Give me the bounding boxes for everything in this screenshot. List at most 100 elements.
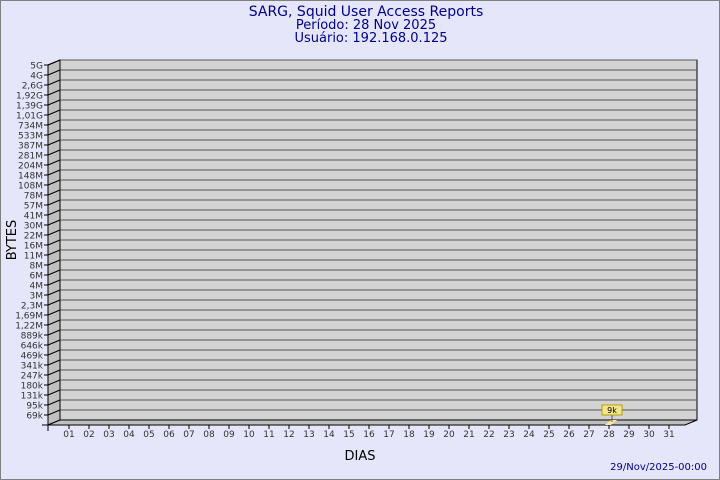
grid-side-line [47, 279, 61, 286]
y-tick-label: 2,6G [22, 82, 43, 92]
x-tick-label: 17 [383, 430, 394, 440]
y-tick-label: 11M [24, 252, 43, 262]
y-tick-label: 469k [21, 352, 44, 362]
grid-side-line [47, 179, 61, 186]
y-tick-label: 180k [21, 382, 44, 392]
y-tick-label: 108M [18, 182, 43, 192]
x-tick-label: 15 [343, 430, 354, 440]
chart-user: Usuário: 192.168.0.125 [294, 31, 447, 46]
y-tick-label: 889k [21, 332, 44, 342]
y-tick-label: 281M [18, 152, 43, 162]
grid-side-line [47, 119, 61, 126]
x-tick-label: 05 [143, 430, 154, 440]
grid-side-line [47, 379, 61, 386]
grid-side-line [47, 359, 61, 366]
grid-side-line [47, 199, 61, 206]
x-tick-label: 07 [183, 430, 194, 440]
grid-side-line [47, 129, 61, 136]
x-tick-label: 02 [83, 430, 94, 440]
y-tick-label: 533M [18, 132, 43, 142]
bar-value-label: 9k [607, 406, 617, 415]
x-tick-label: 29 [623, 430, 635, 440]
y-tick-label: 3M [30, 292, 44, 302]
x-tick-label: 11 [263, 430, 274, 440]
plot-floor [47, 419, 698, 426]
y-tick-label: 5G [30, 62, 43, 72]
y-tick-label: 2,3M [21, 302, 43, 312]
y-tick-label: 387M [18, 142, 43, 152]
y-tick-label: 341k [21, 362, 44, 372]
y-tick-label: 734M [18, 122, 43, 132]
x-tick-label: 16 [363, 430, 375, 440]
x-tick-label: 03 [103, 430, 114, 440]
y-tick-label: 57M [24, 202, 43, 212]
chart-period: Período: 28 Nov 2025 [296, 18, 436, 33]
grid-side-line [47, 69, 61, 76]
grid-side-line [47, 309, 61, 316]
grid-side-line [47, 389, 61, 396]
y-tick-label: 30M [24, 222, 43, 232]
grid-side-line [47, 329, 61, 336]
y-tick-label: 1,01G [16, 112, 43, 122]
x-tick-label: 30 [643, 430, 655, 440]
y-tick-label: 22M [24, 232, 43, 242]
y-tick-label: 1,22M [15, 322, 43, 332]
grid-side-line [47, 229, 61, 236]
y-tick-label: 16M [24, 242, 43, 252]
chart-title: SARG, Squid User Access Reports [249, 4, 484, 20]
grid-side-line [47, 189, 61, 196]
y-tick-label: 1,92G [16, 92, 43, 102]
grid-side-line [47, 269, 61, 276]
y-tick-label: 8M [30, 262, 44, 272]
x-tick-label: 04 [123, 430, 135, 440]
y-tick-label: 69k [26, 412, 43, 422]
y-tick-label: 4G [30, 72, 43, 82]
x-tick-label: 01 [63, 430, 74, 440]
x-tick-label: 21 [463, 430, 474, 440]
grid-side-line [47, 409, 61, 416]
grid-side-line [47, 249, 61, 256]
grid-side-line [47, 139, 61, 146]
grid-side-line [47, 339, 61, 346]
x-axis-label: DIAS [345, 449, 376, 464]
grid-side-line [47, 219, 61, 226]
grid-side-line [47, 299, 61, 306]
bar-label-box [601, 404, 623, 416]
x-tick-label: 19 [423, 430, 435, 440]
x-tick-label: 26 [563, 430, 575, 440]
grid-side-line [47, 79, 61, 86]
x-tick-label: 20 [443, 430, 455, 440]
grid-side-line [47, 399, 61, 406]
y-tick-label: 148M [18, 172, 43, 182]
grid-side-line [47, 209, 61, 216]
x-tick-label: 28 [603, 430, 615, 440]
x-tick-label: 13 [303, 430, 314, 440]
grid-side-line [47, 59, 61, 66]
x-tick-label: 08 [203, 430, 215, 440]
x-tick-label: 10 [243, 430, 255, 440]
x-tick-label: 31 [663, 430, 674, 440]
x-tick-label: 27 [583, 430, 594, 440]
y-tick-label: 1,39G [16, 102, 43, 112]
grid-side-line [47, 99, 61, 106]
y-tick-label: 6M [30, 272, 44, 282]
y-axis-label: BYTES [5, 220, 20, 261]
x-tick-label: 24 [523, 430, 535, 440]
grid-side-line [47, 289, 61, 296]
y-tick-label: 131k [21, 392, 44, 402]
y-tick-label: 78M [24, 192, 43, 202]
y-tick-label: 95k [26, 402, 43, 412]
footer-timestamp: 29/Nov/2025-00:00 [610, 462, 707, 473]
y-tick-label: 1,69M [15, 312, 43, 322]
grid-side-line [47, 109, 61, 116]
x-tick-label: 23 [503, 430, 514, 440]
x-tick-label: 14 [323, 430, 335, 440]
x-tick-label: 06 [163, 430, 175, 440]
y-tick-label: 204M [18, 162, 43, 172]
grid-side-line [47, 319, 61, 326]
grid-side-line [47, 149, 61, 156]
x-tick-label: 12 [283, 430, 294, 440]
grid-side-line [47, 349, 61, 356]
bar-day-28 [605, 420, 617, 425]
grid-side-line [47, 89, 61, 96]
